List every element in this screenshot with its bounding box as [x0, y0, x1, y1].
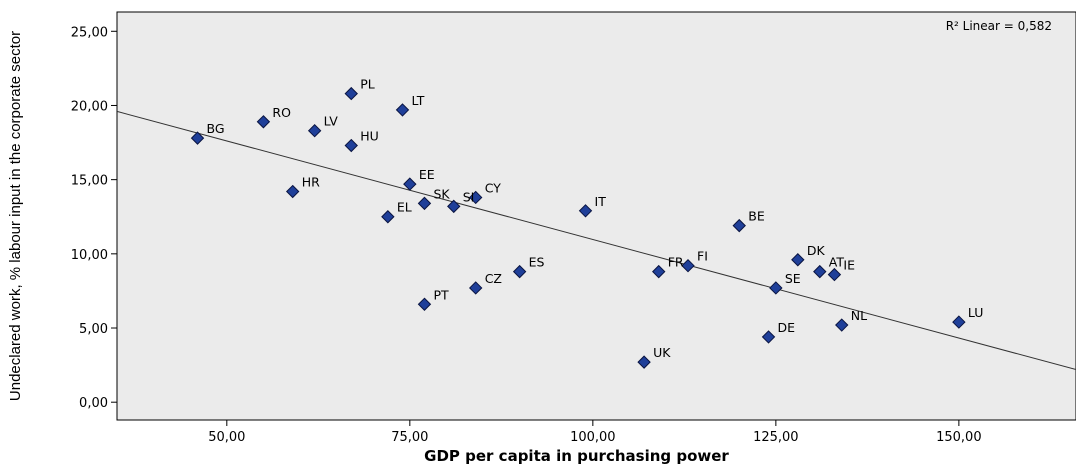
data-point-lu: [952, 315, 966, 329]
data-point-lt: [395, 103, 410, 117]
point-label-de: DE: [778, 320, 796, 335]
point-label-uk: UK: [653, 345, 671, 360]
y-tick-label: 25,00: [71, 25, 108, 40]
point-label-ro: RO: [272, 105, 291, 120]
r2-annotation: R² Linear = 0,582: [946, 19, 1052, 33]
point-label-hu: HU: [360, 129, 379, 144]
data-point-nl: [835, 318, 849, 332]
point-label-dk: DK: [807, 243, 826, 258]
data-point-dk: [791, 253, 805, 267]
data-point-sk: [417, 196, 432, 211]
point-label-es: ES: [529, 255, 545, 270]
data-point-es: [512, 264, 527, 279]
x-tick-label: 150,00: [936, 430, 982, 445]
point-label-pt: PT: [433, 287, 449, 302]
y-tick-label: 15,00: [71, 174, 108, 189]
point-label-fi: FI: [697, 249, 708, 264]
point-label-cy: CY: [485, 180, 502, 195]
plot-area: [116, 11, 1076, 421]
data-point-el: [381, 210, 395, 224]
data-point-cz: [469, 281, 483, 295]
point-label-ie: IE: [843, 258, 855, 273]
data-point-pl: [344, 86, 358, 101]
x-tick-label: 125,00: [753, 430, 799, 445]
data-point-at: [813, 264, 827, 279]
point-label-cz: CZ: [485, 271, 502, 286]
y-axis-title: Undeclared work, % labour input in the c…: [7, 31, 24, 401]
point-label-se: SE: [785, 271, 801, 286]
point-label-lv: LV: [324, 114, 339, 129]
x-tick-label: 75,00: [391, 430, 428, 445]
data-point-fi: [681, 258, 695, 273]
point-label-nl: NL: [851, 308, 867, 323]
data-point-hu: [344, 138, 358, 153]
data-point-ie: [827, 267, 842, 282]
point-label-at: AT: [829, 255, 845, 270]
data-point-uk: [637, 355, 651, 369]
point-label-it: IT: [595, 194, 607, 209]
y-tick-label: 10,00: [71, 248, 108, 263]
data-point-si: [447, 199, 461, 214]
point-label-fr: FR: [668, 255, 684, 270]
axes: 50,00 75,00 100,00 125,00 150,00 0,00 5,00 10,0…: [71, 25, 982, 445]
data-point-bg: [190, 131, 205, 145]
x-axis-title: GDP per capita in purchasing power: [424, 447, 729, 464]
data-point-ro: [256, 115, 271, 129]
data-point-lv: [307, 123, 322, 138]
data-point-hr: [285, 184, 300, 199]
point-label-ee: EE: [419, 167, 435, 182]
data-point-it: [578, 204, 593, 218]
point-label-bg: BG: [207, 121, 225, 136]
data-point-ee: [403, 177, 417, 191]
point-label-si: SI: [463, 189, 475, 204]
point-label-el: EL: [397, 200, 412, 215]
data-point-fr: [652, 264, 666, 279]
y-tick-label: 5,00: [79, 322, 108, 337]
point-label-hr: HR: [302, 175, 320, 190]
point-label-be: BE: [748, 209, 765, 224]
data-point-cy: [469, 190, 483, 205]
data-point-se: [769, 281, 783, 295]
x-tick-label: 50,00: [208, 430, 245, 445]
point-label-lu: LU: [968, 305, 984, 320]
data-point-de: [761, 330, 776, 344]
x-tick-label: 100,00: [570, 430, 616, 445]
y-tick-label: 20,00: [71, 99, 108, 114]
linear-fit-line: [116, 110, 1076, 371]
point-label-lt: LT: [412, 93, 425, 108]
y-tick-label: 0,00: [79, 396, 108, 411]
point-label-sk: SK: [433, 186, 450, 201]
data-point-pt: [417, 297, 432, 311]
point-label-pl: PL: [360, 77, 375, 92]
data-points: PL LT RO LV BG HU EE HR SK CY SI IT EL BE DK FI FR ES AT IE…: [190, 77, 984, 369]
data-point-be: [732, 218, 746, 233]
